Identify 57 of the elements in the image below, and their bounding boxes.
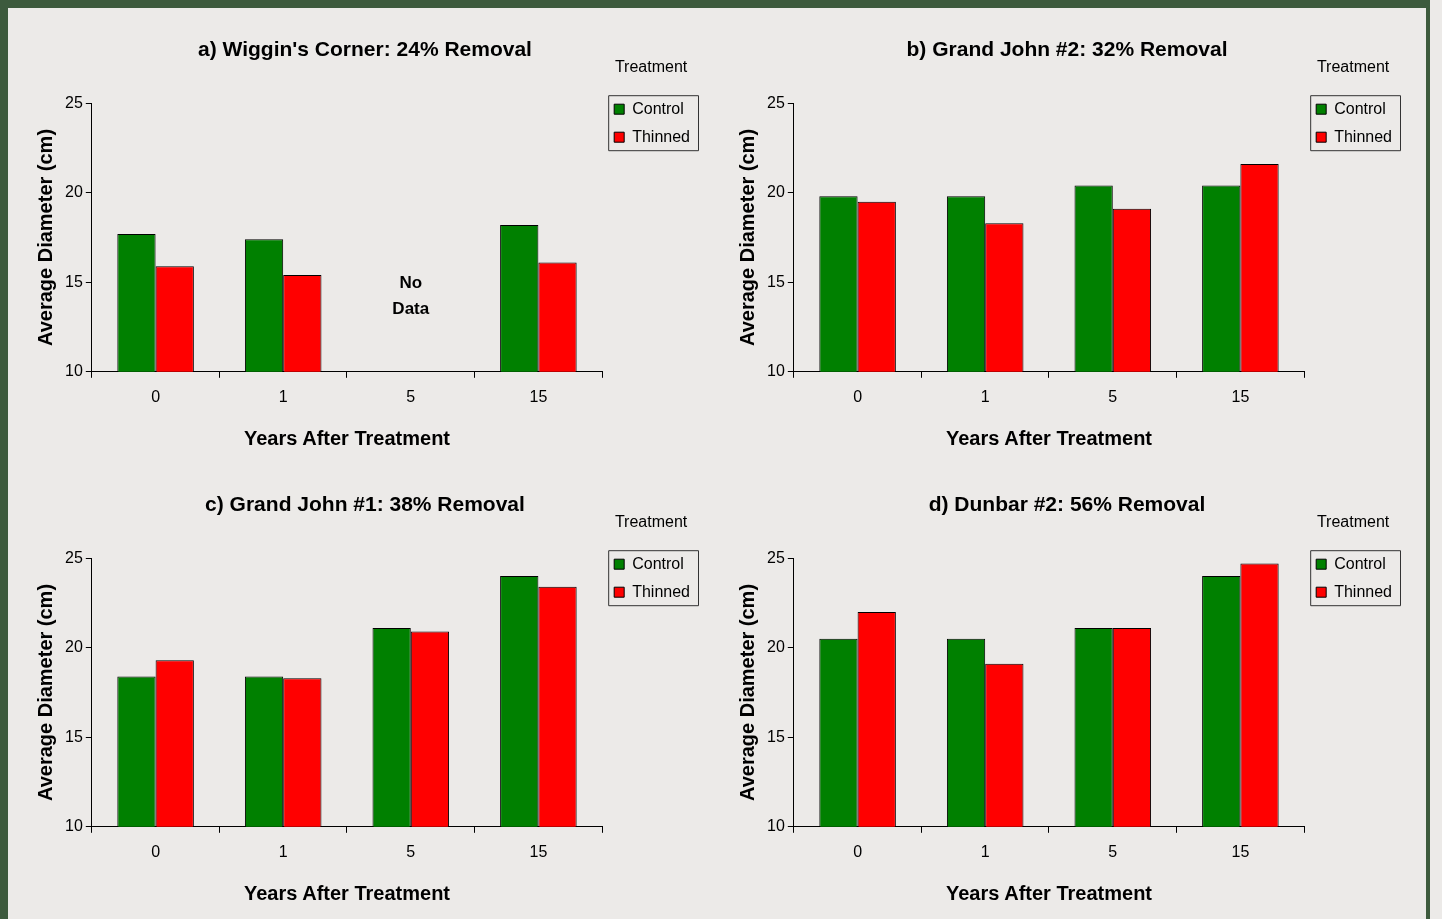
y-axis-title: Average Diameter (cm) [735,128,758,347]
x-axis-title: Years After Treatment [945,881,1153,904]
y-axis-title: Average Diameter (cm) [33,583,56,802]
y-axis-title: Average Diameter (cm) [735,583,758,802]
chart-title: d) Dunbar #2: 56% Removal [928,492,1206,516]
x-tick-label: 0 [151,387,161,405]
y-tick-label: 15 [767,272,785,290]
y-tick-label: 20 [65,183,83,201]
x-tick-label: 5 [406,387,416,405]
x-tick-label: 0 [853,842,863,860]
x-axis-title: Years After Treatment [243,426,451,449]
annotation: No Data [392,273,430,319]
y-tick-label: 25 [767,93,785,111]
y-axis-title: Average Diameter (cm) [33,128,56,347]
x-tick-label: 5 [1108,842,1118,860]
x-tick-label: 1 [278,387,288,405]
legend-label: Control [632,99,684,117]
y-tick-label: 25 [65,548,83,566]
x-tick-label: 5 [1108,387,1118,405]
y-tick-label: 15 [767,727,785,745]
legend-label: Thinned [1334,127,1393,145]
x-tick-label: 5 [406,842,416,860]
y-tick-label: 15 [65,272,83,290]
legend-label: Control [1334,554,1386,572]
y-tick-label: 20 [767,638,785,656]
x-tick-label: 1 [980,842,990,860]
legend-label: Control [1334,99,1386,117]
legend-label: Thinned [632,127,691,145]
y-tick-label: 20 [767,183,785,201]
x-tick-label: 15 [1231,387,1250,405]
y-tick-label: 15 [65,727,83,745]
y-tick-label: 10 [65,817,83,835]
legend-title: Treatment [614,58,688,76]
x-tick-label: 15 [529,842,548,860]
x-tick-label: 1 [980,387,990,405]
y-tick-label: 25 [65,93,83,111]
legend-title: Treatment [1316,513,1390,531]
x-tick-label: 15 [1231,842,1250,860]
y-tick-label: 10 [767,817,785,835]
chart-title: b) Grand John #2: 32% Removal [906,37,1228,61]
y-tick-label: 25 [767,548,785,566]
x-axis-title: Years After Treatment [945,426,1153,449]
legend-title: Treatment [614,513,688,531]
chart-title: c) Grand John #1: 38% Removal [205,492,525,516]
legend-label: Control [632,554,684,572]
chart-title: a) Wiggin's Corner: 24% Removal [198,37,532,61]
y-tick-label: 20 [65,638,83,656]
legend-title: Treatment [1316,58,1390,76]
legend-label: Thinned [1334,582,1393,600]
x-tick-label: 0 [853,387,863,405]
x-tick-label: 15 [529,387,548,405]
x-axis-title: Years After Treatment [243,881,451,904]
legend-label: Thinned [632,582,691,600]
y-tick-label: 10 [767,362,785,380]
x-tick-label: 0 [151,842,161,860]
x-tick-label: 1 [278,842,288,860]
y-tick-label: 10 [65,362,83,380]
